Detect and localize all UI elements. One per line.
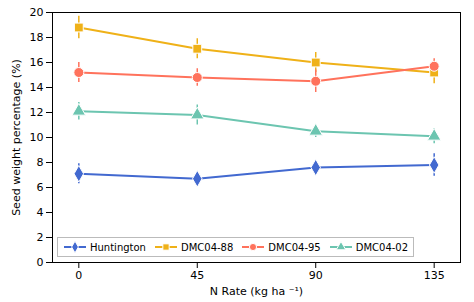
svg-text:16: 16 xyxy=(30,56,44,69)
svg-text:14: 14 xyxy=(30,81,44,94)
svg-text:N Rate (kg ha ⁻¹): N Rate (kg ha ⁻¹) xyxy=(210,285,303,298)
svg-text:10: 10 xyxy=(30,131,44,144)
svg-text:6: 6 xyxy=(37,181,44,194)
svg-text:12: 12 xyxy=(30,106,44,119)
html-text:DMC04-02: DMC04-02 xyxy=(355,241,409,253)
svg-text:20: 20 xyxy=(30,6,44,19)
svg-text:Seed weight percentage (%): Seed weight percentage (%) xyxy=(10,59,23,216)
html-text:Huntington: Huntington xyxy=(90,241,146,253)
svg-text:18: 18 xyxy=(30,31,44,44)
svg-text:4: 4 xyxy=(37,206,44,219)
svg-text:8: 8 xyxy=(37,156,44,169)
html-text:DMC04-95: DMC04-95 xyxy=(268,241,321,253)
html-text:DMC04-88: DMC04-88 xyxy=(181,241,234,253)
svg-text:0: 0 xyxy=(75,269,82,282)
svg-text:0: 0 xyxy=(37,256,44,269)
svg-text:45: 45 xyxy=(190,269,204,282)
svg-text:135: 135 xyxy=(424,269,445,282)
svg-text:2: 2 xyxy=(37,231,44,244)
svg-text:90: 90 xyxy=(309,269,323,282)
